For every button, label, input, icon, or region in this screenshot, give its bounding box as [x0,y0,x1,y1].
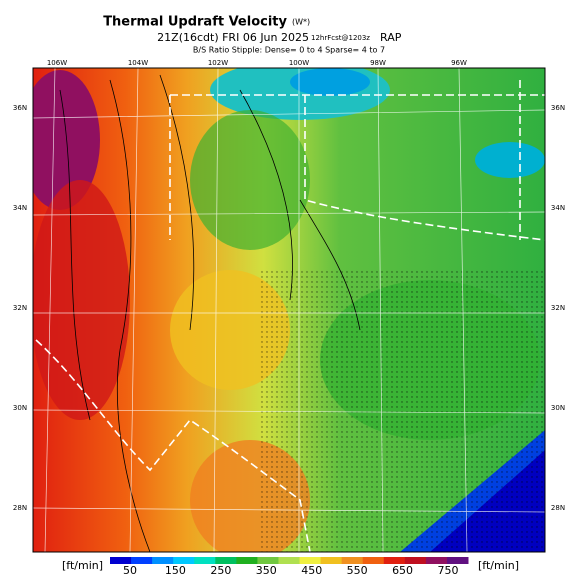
colorbar-swatch [236,557,258,564]
model: RAP [380,31,402,44]
colorbar-swatch [299,557,322,564]
lat-label: 28N [13,504,27,512]
lat-label: 32N [551,304,565,312]
lat-label: 30N [551,404,565,412]
colorbar-label: 550 [347,564,368,577]
colorbar-label: 750 [438,564,459,577]
colorbar-unit: [ft/min] [478,559,519,572]
subtitle-small: 12hrFcst@1203z [311,34,370,42]
lon-label: 100W [289,59,309,67]
colorbar-swatch [173,557,195,564]
lon-label: 106W [47,59,67,67]
colorbar-unit: [ft/min] [62,559,103,572]
title-unit: (W*) [292,18,310,27]
colorbar-label: 50 [123,564,137,577]
lat-label: 36N [551,104,565,112]
lon-label: 102W [208,59,228,67]
subtitle: 21Z(16cdt) FRI 06 Jun 2025 [157,31,309,44]
colorbar-label: 650 [392,564,413,577]
lat-label: 28N [551,504,565,512]
colorbar-swatch [194,557,216,564]
colorbar-swatch [257,557,279,564]
lat-label: 36N [13,104,27,112]
colorbar-swatch [110,557,132,564]
colorbar-swatch [425,557,448,564]
colorbar-swatch [131,557,153,564]
lon-label: 104W [128,59,148,67]
lon-label: 98W [370,59,386,67]
colorbar-swatch [215,557,237,564]
colorbar-swatch [362,557,385,564]
lat-label: 34N [13,204,27,212]
map-field [33,68,545,552]
colorbar-label: 250 [210,564,231,577]
colorbar-label: 450 [301,564,322,577]
colorbar-swatch [341,557,364,564]
lat-label: 30N [13,404,27,412]
colorbar-swatch [446,557,469,564]
note: B/S Ratio Stipple: Dense= 0 to 4 Sparse=… [193,46,385,55]
map-frame [32,67,546,553]
colorbar-swatch [152,557,174,564]
lat-label: 32N [13,304,27,312]
colorbar-swatch [278,557,301,564]
title: Thermal Updraft Velocity [103,15,287,30]
colorbar-label: 350 [256,564,277,577]
lat-label: 34N [551,204,565,212]
colorbar-swatch [320,557,343,564]
colorbar-swatch [383,557,406,564]
lon-label: 96W [451,59,467,67]
colorbar-label: 150 [165,564,186,577]
colorbar-swatch [404,557,427,564]
